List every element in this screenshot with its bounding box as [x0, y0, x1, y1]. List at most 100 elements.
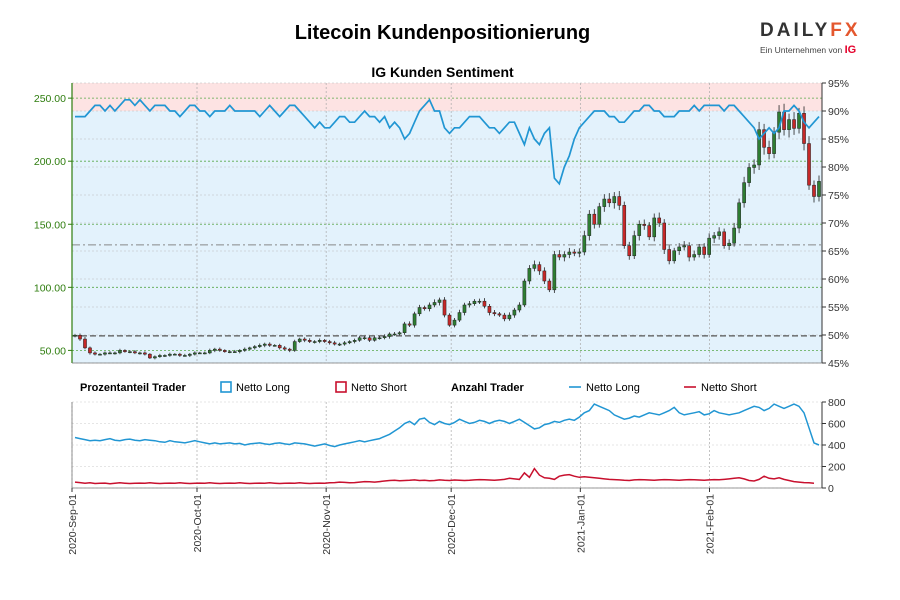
- x-tick-label: 2020-Nov-01: [321, 494, 333, 555]
- candle-body: [732, 227, 736, 244]
- candle-body: [442, 299, 447, 316]
- candle-body: [757, 129, 761, 166]
- candle-body: [537, 264, 542, 272]
- candle-body: [422, 307, 427, 310]
- candle-body: [218, 348, 222, 351]
- candle-body: [267, 343, 272, 346]
- candle-body: [98, 353, 102, 356]
- x-tick-label: 2021-Jan-01: [575, 494, 587, 553]
- netto-long-percent-line: [75, 98, 820, 186]
- candle-body: [337, 343, 342, 346]
- candle-body: [357, 337, 362, 341]
- candle-body: [307, 340, 312, 342]
- axes: 50.00 100.00 150.00 200.00 250.00 45% 50% 55% 60…: [34, 78, 849, 370]
- candle-body: [297, 338, 302, 342]
- candle-body: [437, 299, 442, 303]
- candle-body: [83, 338, 87, 349]
- legend-count-short: Netto Short: [701, 382, 757, 394]
- candle-body: [382, 336, 387, 339]
- candle-body: [133, 351, 137, 354]
- sentiment-tick-label: 90%: [828, 106, 849, 118]
- candle-body: [362, 337, 367, 340]
- candle-body: [447, 314, 452, 326]
- candle-body: [807, 143, 811, 186]
- candle-body: [767, 147, 771, 154]
- candle-body: [397, 332, 402, 335]
- candle-body: [332, 342, 337, 345]
- candle-body: [213, 348, 217, 351]
- candle-body: [712, 235, 716, 239]
- candle-body: [247, 347, 252, 350]
- candle-body: [602, 198, 607, 207]
- count-tick-label: 200: [828, 462, 846, 474]
- candle-body: [747, 167, 751, 183]
- candle-body: [138, 352, 142, 355]
- candle-body: [178, 353, 182, 356]
- candle-body: [342, 342, 347, 345]
- candle-body: [797, 113, 801, 129]
- sentiment-tick-label: 55%: [828, 302, 849, 314]
- candle-body: [762, 129, 766, 148]
- count-long-line: [74, 403, 820, 448]
- page-title: Litecoin Kundenpositionierung: [294, 22, 591, 44]
- candle-body: [727, 242, 731, 246]
- candle-body: [272, 345, 277, 347]
- candle-body: [592, 213, 597, 225]
- candle-body: [183, 355, 187, 357]
- candle-body: [672, 250, 676, 262]
- candle-body: [812, 184, 816, 197]
- candle-body: [502, 314, 507, 320]
- candle-body: [402, 323, 407, 333]
- candle-body: [88, 347, 92, 354]
- candle-body: [787, 119, 791, 130]
- candle-body: [507, 314, 512, 320]
- candle-body: [562, 254, 567, 258]
- candle-body: [327, 341, 332, 344]
- candle-body: [432, 302, 437, 306]
- candle-body: [103, 352, 107, 355]
- candle-body: [627, 245, 632, 257]
- candle-body: [93, 352, 97, 355]
- candle-body: [73, 335, 77, 337]
- candle-body: [257, 345, 262, 347]
- sentiment-tick-label: 80%: [828, 162, 849, 174]
- candle-body: [802, 113, 806, 144]
- x-tick-label: 2020-Sep-01: [67, 494, 79, 555]
- candle-body: [462, 304, 467, 313]
- candle-body: [78, 335, 82, 340]
- candle-body: [262, 343, 267, 346]
- candle-body: [637, 224, 642, 236]
- sentiment-tick-label: 60%: [828, 274, 849, 286]
- candle-body: [163, 355, 167, 357]
- candle-body: [153, 356, 157, 359]
- x-tick-label: 2020-Oct-01: [192, 494, 204, 553]
- candle-body: [652, 217, 657, 238]
- candle-body: [682, 245, 686, 248]
- candle-body: [622, 205, 627, 246]
- candle-body: [208, 350, 212, 354]
- sentiment-tick-label: 85%: [828, 134, 849, 146]
- candle-body: [143, 352, 147, 355]
- candle-body: [702, 246, 706, 255]
- candle-body: [457, 312, 462, 321]
- candle-body: [677, 246, 681, 251]
- candle-body: [517, 304, 522, 311]
- candle-body: [123, 350, 127, 352]
- candle-body: [467, 303, 472, 306]
- logo-brand-a: DAILY: [760, 20, 831, 41]
- candle-body: [522, 280, 527, 306]
- legend-swatch-netto-short: [335, 381, 347, 393]
- candle-body: [312, 341, 317, 343]
- legend-netto-long: Netto Long: [236, 382, 290, 394]
- candle-body: [198, 352, 202, 355]
- candle-body: [657, 217, 662, 224]
- candle-body: [567, 251, 572, 255]
- candle-body: [742, 182, 746, 204]
- candle-body: [717, 231, 721, 236]
- candle-body: [302, 338, 307, 341]
- candle-body: [792, 119, 796, 129]
- candle-body: [417, 307, 422, 315]
- sentiment-tick-label: 70%: [828, 218, 849, 230]
- candle-body: [287, 348, 292, 351]
